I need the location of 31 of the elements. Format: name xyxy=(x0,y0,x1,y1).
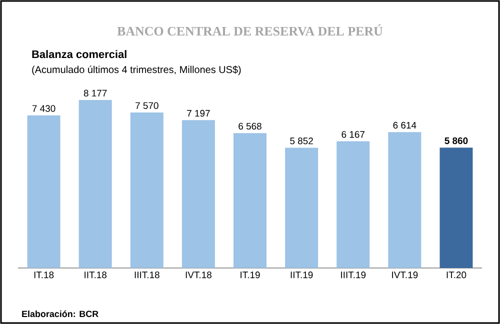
bar xyxy=(130,112,164,268)
chart-title: Balanza comercial xyxy=(32,50,126,58)
text: BANCO CENTRAL DE RESERVA DEL PERÚ xyxy=(117,24,383,36)
x-tick-label: IVT.18 xyxy=(186,272,212,278)
x-tick-label: IIT.18 xyxy=(84,272,107,278)
x-tick-label: IVT.19 xyxy=(392,272,418,278)
bar xyxy=(182,120,215,268)
bar xyxy=(27,115,60,268)
bar xyxy=(440,148,473,268)
bar xyxy=(336,141,370,268)
bar xyxy=(234,133,267,268)
bar xyxy=(285,148,318,268)
bar xyxy=(78,100,112,268)
data-label: 5 852 xyxy=(290,138,313,144)
x-tick-label: IIT.19 xyxy=(290,272,313,278)
x-tick-label: IT.18 xyxy=(34,272,54,278)
data-label: 6 614 xyxy=(393,122,416,129)
x-tick-label: IT.19 xyxy=(240,272,260,278)
x-tick-label: IT.20 xyxy=(446,272,466,278)
chart-subtitle: (Acumulado últimos 4 trimestres, Millones US$) xyxy=(32,66,241,76)
bar xyxy=(388,132,422,268)
text: Elaboración: BCR xyxy=(22,310,98,318)
data-label: 7 570 xyxy=(136,102,158,109)
x-tick-label: IIIT.19 xyxy=(341,272,366,278)
data-label: 6 568 xyxy=(238,122,262,130)
data-label: 7 430 xyxy=(32,105,56,112)
data-label: 8 177 xyxy=(84,90,107,96)
data-label: 6 167 xyxy=(342,131,364,138)
data-label: 5 860 xyxy=(444,137,468,144)
data-label: 7 197 xyxy=(187,110,210,117)
x-tick-label: IIIT.18 xyxy=(134,272,160,278)
